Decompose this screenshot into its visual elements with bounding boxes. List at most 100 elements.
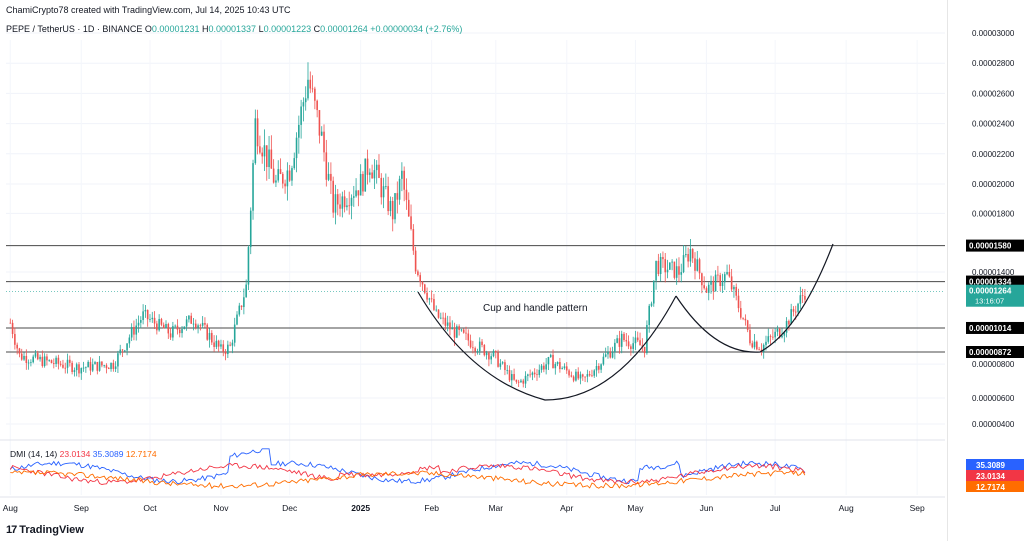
candle-body [30,362,32,364]
candle-body [723,274,726,283]
candle-body [602,356,605,365]
candle-body [14,333,16,345]
x-tick-label[interactable]: Aug [839,503,854,513]
x-tick-label[interactable]: Sep [74,503,89,513]
y-tick-label: 0.00000400 [972,420,1015,429]
price-axis-separator [947,0,948,541]
dmi-pane [9,448,806,490]
candle-body [469,340,472,348]
candle-body [650,303,653,306]
candle-body [130,327,133,338]
level-tag-label: 0.00001334 [969,278,1012,287]
candle-body [268,149,270,168]
candle-body [414,250,417,272]
x-tick-label[interactable]: Feb [424,503,439,513]
created-by-text: ChamiCrypto78 created with TradingView.c… [6,5,291,15]
candle-body [378,164,380,178]
x-tick-label[interactable]: Jun [700,503,714,513]
candle-body [648,305,650,325]
time-axis[interactable]: Aug Sep Oct Nov Dec 2025 Feb Mar Apr May Jun Jul Aug… [3,503,925,513]
candle-body [94,362,96,365]
x-tick-label[interactable]: Aug [3,503,18,513]
candle-body [78,364,80,374]
candle-body [80,368,83,374]
candle-body [137,322,140,326]
candle-body [9,322,12,324]
candle-body [765,341,767,345]
candle-body [563,366,566,369]
price-axis[interactable]: 0.00003000 0.00002800 0.00002600 0.00002400… [972,29,1015,429]
level-tag-box [966,239,1024,252]
candle-body [440,317,442,319]
x-tick-label[interactable]: Dec [282,503,298,513]
candle-body [311,88,314,90]
candle-body [570,375,573,377]
dmi-tag-box [966,459,1024,470]
y-tick-label: 0.00002600 [972,89,1015,98]
candle-body [726,272,728,275]
cup-curve[interactable] [417,291,677,401]
candle-body [245,284,247,298]
cup-and-handle-drawing[interactable] [417,243,834,401]
x-tick-label[interactable]: Jul [770,503,781,513]
x-tick-label[interactable]: Apr [560,503,573,513]
candle-body [712,280,715,292]
dmi-legend[interactable]: DMI (14, 14) 23.0134 35.3089 12.7174 [10,449,157,459]
candle-body [426,292,428,300]
candle-body [279,169,282,174]
candle-body [696,259,699,271]
x-tick-label[interactable]: May [627,503,644,513]
candle-body [249,210,252,248]
x-tick-label[interactable]: 2025 [351,503,370,513]
candle-body [391,201,394,220]
candle-body [160,319,163,325]
candle-body [428,298,431,300]
symbol-title[interactable]: PEPE / TetherUS · 1D · BINANCE [6,24,143,34]
candle-body [465,332,467,334]
candle-body [398,178,401,200]
candle-body [357,190,360,196]
handle-curve[interactable] [675,243,834,353]
candle-body [595,366,598,371]
level-tags: 0.00001580 0.00001334 0.00001014 0.00000872 [966,239,1024,358]
candle-body [336,194,339,205]
candle-body [762,344,765,352]
candle-body [472,347,474,349]
candle-body [689,249,692,262]
candle-body [790,309,792,325]
candle-body [785,320,788,333]
candle-body [412,229,415,251]
current-price-label: 0.00001264 [969,287,1012,296]
pattern-annotation[interactable]: Cup and handle pattern [483,303,588,314]
candle-body [781,335,783,338]
candle-body [788,320,790,325]
x-tick-label[interactable]: Nov [213,503,229,513]
tradingview-logo[interactable]: 17 TradingView [6,524,84,536]
candle-body [288,170,291,181]
candle-body [733,286,735,290]
candle-body [263,145,266,157]
candle-body [96,362,99,371]
candle-body [691,249,694,259]
x-tick-label[interactable]: Mar [488,503,503,513]
candle-body [600,364,602,370]
candle-body [34,353,37,357]
candle-body [797,303,799,313]
x-tick-label[interactable]: Oct [143,503,157,513]
candle-body [410,216,412,230]
candle-body [117,353,119,367]
candle-body [341,196,344,209]
candle-body [559,362,561,370]
candle-body [197,325,199,328]
level-tag-label: 0.00000872 [969,348,1012,357]
candle-body [334,194,337,213]
candle-body [362,173,364,192]
candle-body [744,318,747,321]
candle-body [481,341,483,345]
candle-body [369,172,371,175]
candle-body [717,274,719,276]
candle-body [66,359,69,368]
candles [9,62,806,389]
x-tick-label[interactable]: Sep [910,503,925,513]
